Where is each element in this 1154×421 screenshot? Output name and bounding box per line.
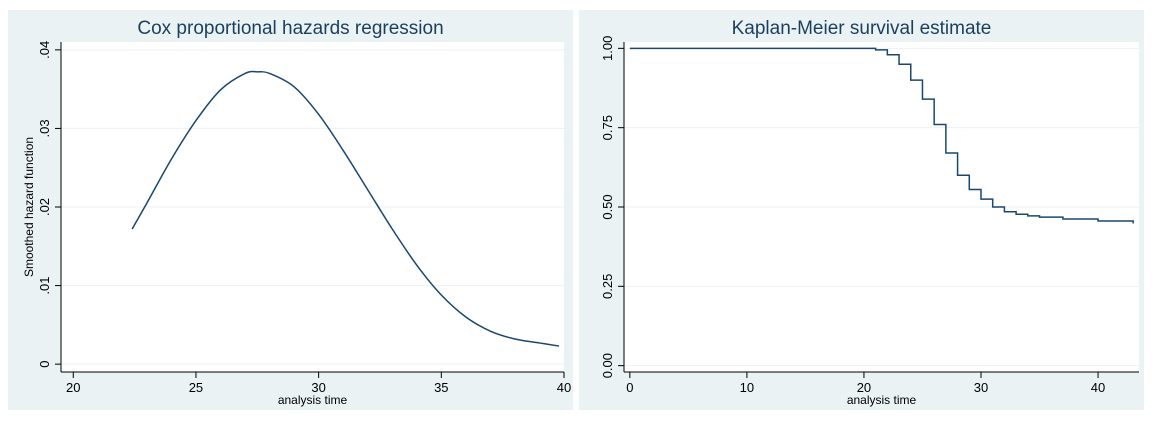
y-tick-label: 1.00 [600,36,615,61]
x-tick-label: 30 [311,380,325,395]
kaplan-meier-panel: Kaplan-Meier survival estimate 0.00 0.25 0… [579,10,1144,410]
chart-title: Kaplan-Meier survival estimate [731,18,992,39]
x-tick-label: 25 [189,380,203,395]
y-tick-label: .01 [37,277,52,295]
x-tick-label: 20 [857,380,871,395]
y-tick-label: .03 [37,119,52,137]
x-tick-label: 30 [974,380,988,395]
x-axis-label: analysis time [278,393,348,407]
series-line [629,47,1134,224]
y-axis-label: Smoothed hazard function [22,137,36,277]
x-axis-label: analysis time [847,393,917,407]
y-tick-label: 0 [37,361,52,368]
x-tick-label: 0 [626,380,633,395]
y-tick-label: 0.50 [600,194,615,219]
y-tick-label: 0.25 [600,274,615,299]
x-tick-label: 40 [557,380,571,395]
y-tick-label: .02 [37,198,52,216]
y-tick-label: 0.00 [600,353,615,378]
series-line [131,70,560,347]
cox-hazard-panel: Cox proportional hazards regression 0 .01… [8,10,573,410]
chart-title: Cox proportional hazards regression [137,18,444,39]
kaplan-meier-chart: 0.00 0.25 0.50 0.75 1.00 0 10 20 30 40 analysis ti… [600,36,1139,407]
y-tick-label: 0.75 [600,115,615,140]
x-tick-label: 20 [66,380,80,395]
x-tick-label: 35 [434,380,448,395]
x-tick-label: 40 [1091,380,1105,395]
x-tick-label: 10 [740,380,754,395]
cox-hazard-chart: 0 .01 .02 .03 .04 20 25 30 35 40 analysis time Smoo… [22,41,571,407]
y-tick-label: .04 [37,41,52,59]
